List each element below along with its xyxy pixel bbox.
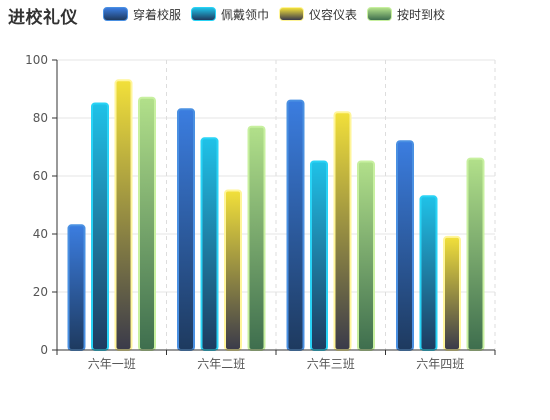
bar[interactable] <box>91 102 109 351</box>
bar[interactable] <box>200 137 219 351</box>
bar[interactable] <box>114 79 133 352</box>
y-tick-label: 0 <box>40 343 48 357</box>
y-tick-label: 60 <box>33 169 48 183</box>
x-tick-label: 六年三班 <box>307 357 355 371</box>
legend-item[interactable]: 穿着校服 <box>103 6 181 23</box>
legend-item[interactable]: 按时到校 <box>367 6 445 23</box>
bar[interactable] <box>286 99 305 351</box>
x-tick-label: 六年一班 <box>88 357 136 371</box>
bar[interactable] <box>224 189 242 351</box>
bar[interactable] <box>177 108 195 351</box>
bar[interactable] <box>310 160 328 351</box>
legend-swatch <box>191 7 217 21</box>
legend-label: 按时到校 <box>397 7 446 22</box>
bar[interactable] <box>247 125 266 351</box>
legend-swatch <box>367 7 393 21</box>
x-tick-label: 六年二班 <box>197 357 245 371</box>
y-tick-label: 20 <box>33 285 48 299</box>
legend: 穿着校服 佩戴领巾 仪容仪表 按时到校 <box>103 6 455 22</box>
x-tick-label: 六年四班 <box>416 357 464 371</box>
legend-label: 仪容仪表 <box>309 7 358 22</box>
chart-title: 进校礼仪 <box>8 8 78 28</box>
legend-label: 佩戴领巾 <box>221 7 270 22</box>
bar[interactable] <box>333 111 352 351</box>
bar[interactable] <box>396 140 414 351</box>
y-tick-label: 80 <box>33 111 48 125</box>
legend-swatch <box>103 7 128 21</box>
legend-swatch <box>279 7 305 21</box>
legend-item[interactable]: 佩戴领巾 <box>191 6 269 23</box>
legend-label: 穿着校服 <box>133 7 182 22</box>
bar[interactable] <box>443 235 461 351</box>
bar[interactable] <box>138 96 156 351</box>
legend-item[interactable]: 仪容仪表 <box>279 6 357 23</box>
y-tick-label: 100 <box>25 53 48 67</box>
bar[interactable] <box>419 195 438 351</box>
bar[interactable] <box>466 157 485 351</box>
bar[interactable] <box>67 224 86 351</box>
bar[interactable] <box>357 160 375 351</box>
y-tick-label: 40 <box>33 227 48 241</box>
